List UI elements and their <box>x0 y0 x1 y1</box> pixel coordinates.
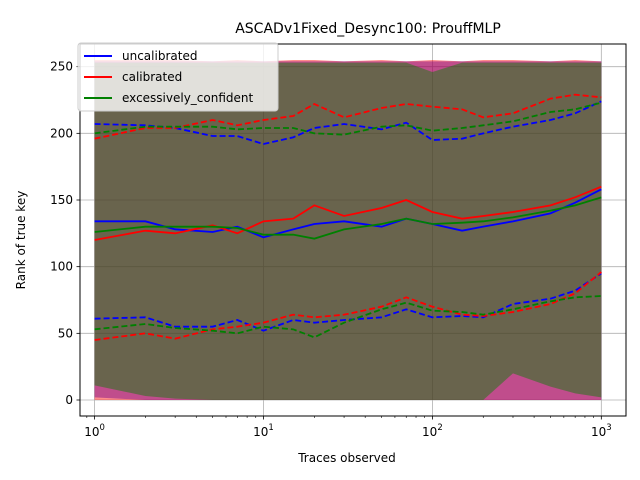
legend-label: uncalibrated <box>122 49 197 63</box>
x-axis-label: Traces observed <box>297 451 396 465</box>
legend-box <box>77 42 279 112</box>
y-tick-label: 0 <box>65 393 73 407</box>
series-lines <box>94 93 602 341</box>
x-tick-base: 10 <box>591 425 606 439</box>
y-axis-label: Rank of true key <box>14 191 28 290</box>
line-uncalibrated-median <box>94 188 602 239</box>
plot-frame <box>79 43 627 417</box>
x-tick-base: 10 <box>422 425 437 439</box>
x-tick-label: 103 <box>591 423 612 439</box>
line-calibrated-upper <box>94 93 602 140</box>
y-tick-label: 50 <box>58 326 73 340</box>
x-tick-label: 101 <box>253 423 274 439</box>
x-axis: 100 101 102 103 <box>84 416 612 439</box>
x-tick-exponent: 3 <box>606 423 611 433</box>
band-excessively-confident <box>94 62 602 401</box>
legend: uncalibrated calibrated excessively_confid… <box>77 42 279 112</box>
legend-label: excessively_confident <box>122 91 254 105</box>
line-excessively-confident-upper <box>94 101 602 136</box>
legend-label: calibrated <box>122 70 182 84</box>
x-tick-label: 100 <box>84 423 105 439</box>
x-tick-label: 102 <box>422 423 443 439</box>
y-tick-label: 200 <box>50 126 73 140</box>
chart-title: ASCADv1Fixed_Desync100: ProuffMLP <box>235 21 501 37</box>
x-tick-exponent: 0 <box>99 423 104 433</box>
line-excessively-confident-median <box>94 196 602 240</box>
grid-lines <box>80 44 626 416</box>
line-uncalibrated-upper <box>94 100 602 145</box>
y-tick-label: 100 <box>50 260 73 274</box>
plot-area <box>79 43 627 417</box>
x-tick-base: 10 <box>253 425 268 439</box>
x-tick-exponent: 1 <box>268 423 273 433</box>
x-tick-exponent: 2 <box>437 423 442 433</box>
y-tick-label: 150 <box>50 193 73 207</box>
line-excessively-confident-lower <box>94 295 602 339</box>
y-axis: 0 50 100 150 200 250 <box>50 60 80 407</box>
line-uncalibrated-lower <box>94 272 602 332</box>
y-tick-label: 250 <box>50 60 73 74</box>
x-tick-base: 10 <box>84 425 99 439</box>
